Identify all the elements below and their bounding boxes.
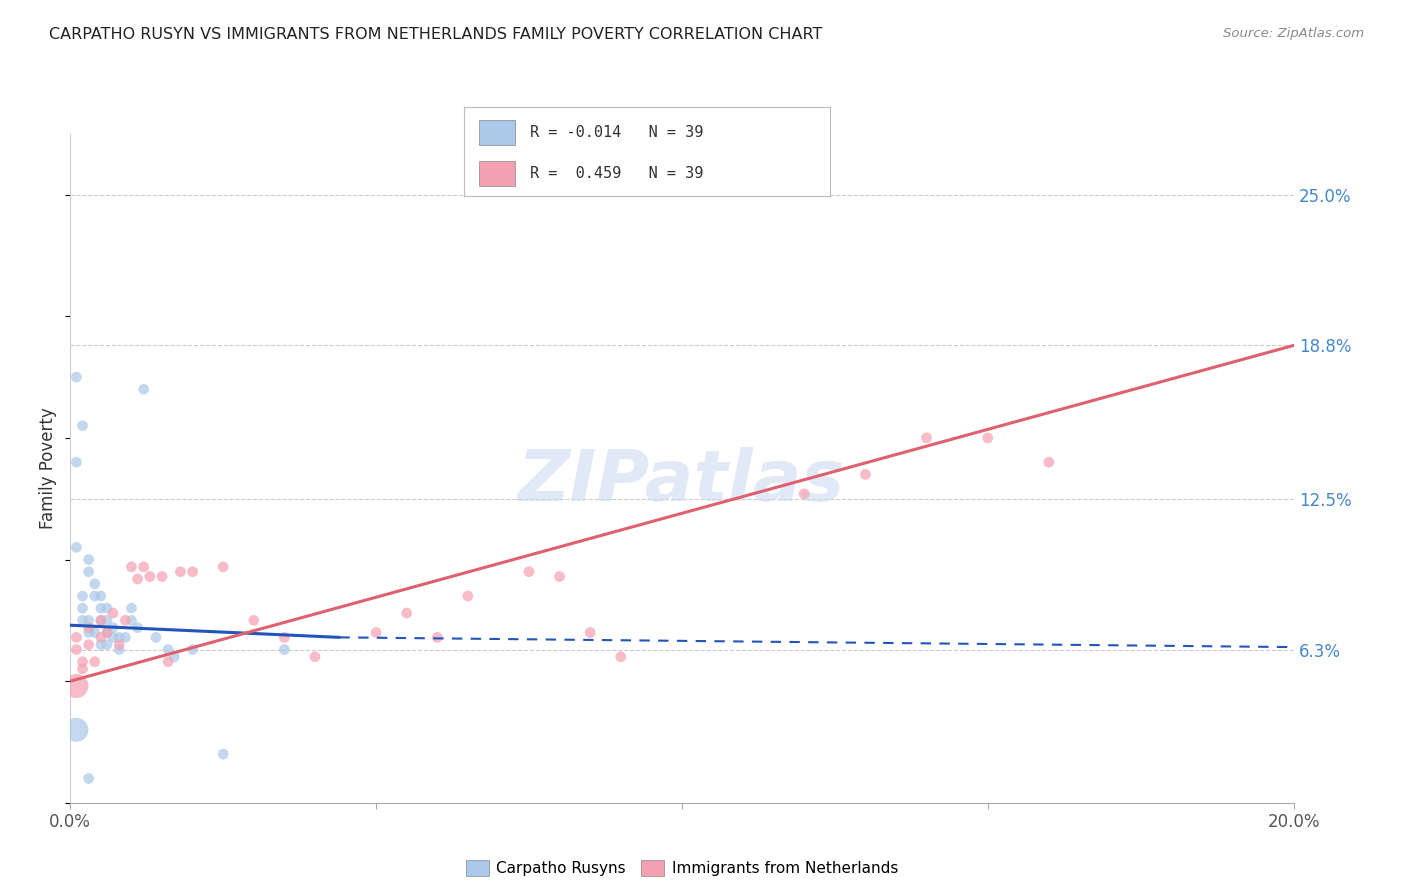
Point: [101, 621, 124, 635]
Point: [132, 382, 155, 396]
Point: [77, 772, 100, 786]
Point: [90, 613, 112, 627]
Point: [157, 655, 180, 669]
Point: [77, 621, 100, 635]
Point: [72, 655, 94, 669]
Point: [72, 601, 94, 615]
Point: [181, 565, 204, 579]
Legend: Carpatho Rusyns, Immigrants from Netherlands: Carpatho Rusyns, Immigrants from Netherl…: [460, 854, 904, 882]
Point: [77, 552, 100, 566]
Point: [793, 487, 815, 501]
Point: [127, 621, 149, 635]
Point: [273, 631, 295, 645]
Point: [77, 613, 100, 627]
Point: [1038, 455, 1060, 469]
Point: [96, 625, 118, 640]
Point: [65, 370, 87, 384]
Point: [150, 569, 173, 583]
Text: R =  0.459   N = 39: R = 0.459 N = 39: [530, 166, 703, 180]
Point: [517, 565, 540, 579]
Point: [610, 649, 633, 664]
Point: [145, 631, 167, 645]
Point: [72, 589, 94, 603]
Point: [72, 662, 94, 676]
Point: [169, 565, 191, 579]
Point: [579, 625, 602, 640]
Point: [72, 613, 94, 627]
Point: [65, 723, 87, 737]
Point: [72, 418, 94, 433]
Point: [163, 649, 186, 664]
Point: [243, 613, 266, 627]
Point: [121, 613, 143, 627]
Point: [83, 655, 105, 669]
Point: [83, 577, 105, 591]
FancyBboxPatch shape: [478, 161, 515, 186]
Point: [426, 631, 449, 645]
Point: [121, 601, 143, 615]
Point: [915, 431, 938, 445]
Point: [181, 642, 204, 657]
Point: [77, 638, 100, 652]
Point: [127, 572, 149, 586]
Point: [96, 625, 118, 640]
Point: [108, 638, 131, 652]
Point: [457, 589, 479, 603]
Point: [90, 613, 112, 627]
Point: [108, 642, 131, 657]
Point: [96, 613, 118, 627]
Point: [108, 631, 131, 645]
Point: [90, 601, 112, 615]
Point: [855, 467, 877, 482]
Point: [65, 455, 87, 469]
Point: [132, 559, 155, 574]
Point: [77, 565, 100, 579]
Point: [548, 569, 571, 583]
Point: [96, 601, 118, 615]
Point: [65, 631, 87, 645]
Point: [977, 431, 1000, 445]
Point: [96, 638, 118, 652]
Point: [157, 642, 180, 657]
Point: [273, 642, 295, 657]
Text: Source: ZipAtlas.com: Source: ZipAtlas.com: [1223, 27, 1364, 40]
Point: [90, 631, 112, 645]
Text: ZIPatlas: ZIPatlas: [519, 447, 845, 516]
Point: [212, 747, 235, 761]
Point: [90, 589, 112, 603]
Point: [139, 569, 162, 583]
Point: [212, 559, 235, 574]
Point: [77, 625, 100, 640]
FancyBboxPatch shape: [478, 120, 515, 145]
Point: [121, 559, 143, 574]
Point: [65, 642, 87, 657]
Text: R = -0.014   N = 39: R = -0.014 N = 39: [530, 125, 703, 139]
Point: [395, 606, 418, 620]
Point: [65, 679, 87, 693]
Y-axis label: Family Poverty: Family Poverty: [39, 408, 58, 529]
Point: [90, 638, 112, 652]
Text: CARPATHO RUSYN VS IMMIGRANTS FROM NETHERLANDS FAMILY POVERTY CORRELATION CHART: CARPATHO RUSYN VS IMMIGRANTS FROM NETHER…: [49, 27, 823, 42]
Point: [101, 606, 124, 620]
Point: [83, 589, 105, 603]
Point: [114, 613, 136, 627]
Point: [65, 541, 87, 555]
Point: [101, 631, 124, 645]
Point: [114, 631, 136, 645]
Point: [366, 625, 388, 640]
Point: [83, 625, 105, 640]
Point: [304, 649, 326, 664]
